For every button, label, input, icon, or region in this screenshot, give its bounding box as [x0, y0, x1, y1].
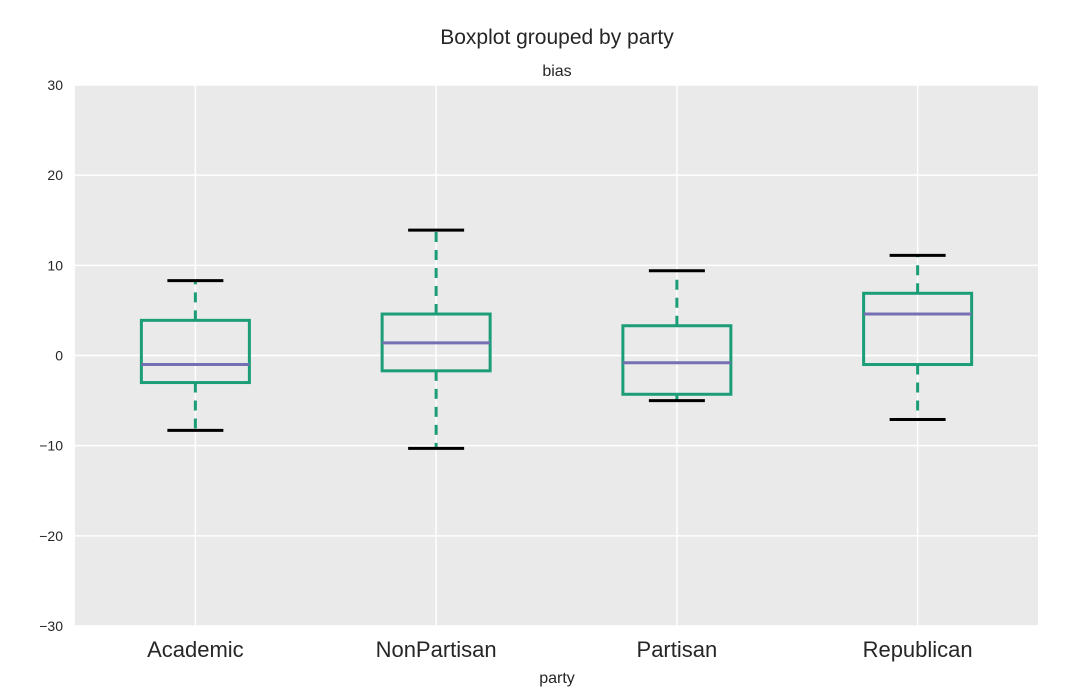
- chart-title: Boxplot grouped by party: [440, 26, 674, 49]
- chart-subtitle: bias: [542, 63, 571, 80]
- y-tick-label: −30: [39, 618, 63, 634]
- box-nonpartisan: [380, 228, 492, 450]
- box-academic: [139, 279, 251, 432]
- y-tick-label: 0: [55, 348, 63, 364]
- box-republican: [862, 253, 974, 422]
- iqr-box: [139, 318, 251, 385]
- boxes-layer: [139, 228, 974, 450]
- x-tick-label: Republican: [863, 637, 973, 662]
- x-tick-label: Academic: [147, 637, 244, 662]
- grid-lines: [75, 84, 1038, 627]
- iqr-box: [621, 324, 733, 396]
- y-tick-label: 20: [47, 167, 63, 183]
- x-axis-label: party: [539, 670, 575, 687]
- y-tick-label: −20: [39, 528, 63, 544]
- iqr-box: [862, 291, 974, 367]
- y-tick-label: 10: [47, 257, 63, 273]
- y-tick-label: 30: [47, 77, 63, 93]
- x-tick-label: Partisan: [637, 637, 718, 662]
- box-partisan: [621, 269, 733, 403]
- y-tick-label: −10: [39, 438, 63, 454]
- y-axis-ticks: 30 20 10 0 −10 −20 −30: [39, 77, 63, 634]
- x-axis-ticks: Academic NonPartisan Partisan Republican: [147, 637, 973, 662]
- x-tick-label: NonPartisan: [376, 637, 497, 662]
